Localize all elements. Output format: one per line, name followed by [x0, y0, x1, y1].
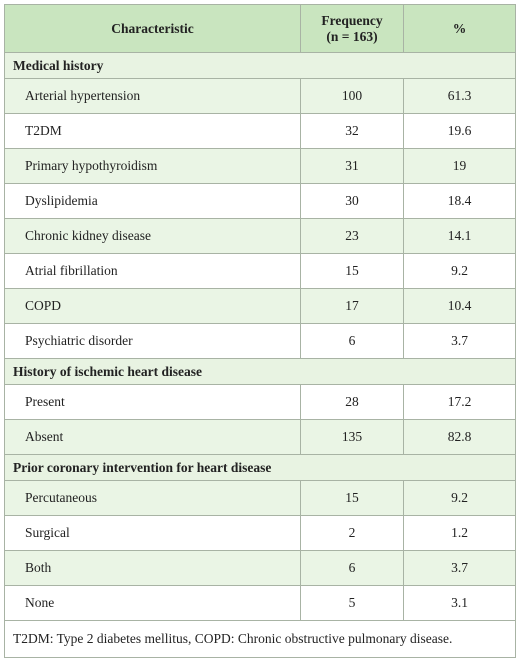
cell-value: 9.2	[403, 253, 516, 289]
cell-value: 30	[300, 183, 404, 219]
data-row: Both 6 3.7	[4, 550, 516, 586]
row-label: Both	[4, 550, 301, 586]
data-row: Arterial hypertension 100 61.3	[4, 78, 516, 114]
cell-value: 3.7	[403, 323, 516, 359]
row-label: COPD	[4, 288, 301, 324]
row-label: Surgical	[4, 515, 301, 551]
footnote: T2DM: Type 2 diabetes mellitus, COPD: Ch…	[4, 620, 516, 658]
cell-value: 135	[300, 419, 404, 455]
cell-value: 3.7	[403, 550, 516, 586]
header-cell: Characteristic	[4, 4, 301, 53]
data-row: COPD 17 10.4	[4, 288, 516, 324]
cell-value: 14.1	[403, 218, 516, 254]
row-label: Psychiatric disorder	[4, 323, 301, 359]
section-title: Medical history	[4, 52, 516, 79]
cell-value: 5	[300, 585, 404, 621]
row-label: Atrial fibrillation	[4, 253, 301, 289]
cell-value: 6	[300, 550, 404, 586]
cell-value: 10.4	[403, 288, 516, 324]
cell-value: 15	[300, 253, 404, 289]
row-label: Absent	[4, 419, 301, 455]
data-row: Surgical 2 1.2	[4, 515, 516, 551]
cell-value: 1.2	[403, 515, 516, 551]
data-row: None 5 3.1	[4, 585, 516, 621]
cell-value: 100	[300, 78, 404, 114]
data-row: Percutaneous 15 9.2	[4, 480, 516, 516]
cell-value: 6	[300, 323, 404, 359]
row-label: Dyslipidemia	[4, 183, 301, 219]
data-row: Chronic kidney disease 23 14.1	[4, 218, 516, 254]
cell-value: 19	[403, 148, 516, 184]
cell-value: 23	[300, 218, 404, 254]
cell-value: 17.2	[403, 384, 516, 420]
section-title: Prior coronary intervention for heart di…	[4, 454, 516, 481]
cell-value: 32	[300, 113, 404, 149]
row-label: Present	[4, 384, 301, 420]
cell-value: 3.1	[403, 585, 516, 621]
data-table: Characteristic Frequency (n = 163) % Med…	[4, 4, 516, 658]
cell-value: 9.2	[403, 480, 516, 516]
cell-value: 15	[300, 480, 404, 516]
data-row: Psychiatric disorder 6 3.7	[4, 323, 516, 359]
cell-value: 18.4	[403, 183, 516, 219]
data-row: Dyslipidemia 30 18.4	[4, 183, 516, 219]
row-label: Arterial hypertension	[4, 78, 301, 114]
cell-value: 28	[300, 384, 404, 420]
header-row: Characteristic Frequency (n = 163) %	[4, 4, 516, 53]
cell-value: 19.6	[403, 113, 516, 149]
cell-value: 17	[300, 288, 404, 324]
data-row: T2DM 32 19.6	[4, 113, 516, 149]
header-cell: %	[403, 4, 516, 53]
section-row: History of ischemic heart disease	[4, 358, 516, 385]
cell-value: 82.8	[403, 419, 516, 455]
data-row: Absent 135 82.8	[4, 419, 516, 455]
cell-value: 31	[300, 148, 404, 184]
section-row: Prior coronary intervention for heart di…	[4, 454, 516, 481]
row-label: None	[4, 585, 301, 621]
section-row: Medical history	[4, 52, 516, 79]
cell-value: 2	[300, 515, 404, 551]
cell-value: 61.3	[403, 78, 516, 114]
row-label: Percutaneous	[4, 480, 301, 516]
data-row: Atrial fibrillation 15 9.2	[4, 253, 516, 289]
row-label: Chronic kidney disease	[4, 218, 301, 254]
header-cell: Frequency (n = 163)	[300, 4, 404, 53]
data-row: Present 28 17.2	[4, 384, 516, 420]
footnote-row: T2DM: Type 2 diabetes mellitus, COPD: Ch…	[4, 620, 516, 658]
row-label: T2DM	[4, 113, 301, 149]
row-label: Primary hypothyroidism	[4, 148, 301, 184]
section-title: History of ischemic heart disease	[4, 358, 516, 385]
data-row: Primary hypothyroidism 31 19	[4, 148, 516, 184]
